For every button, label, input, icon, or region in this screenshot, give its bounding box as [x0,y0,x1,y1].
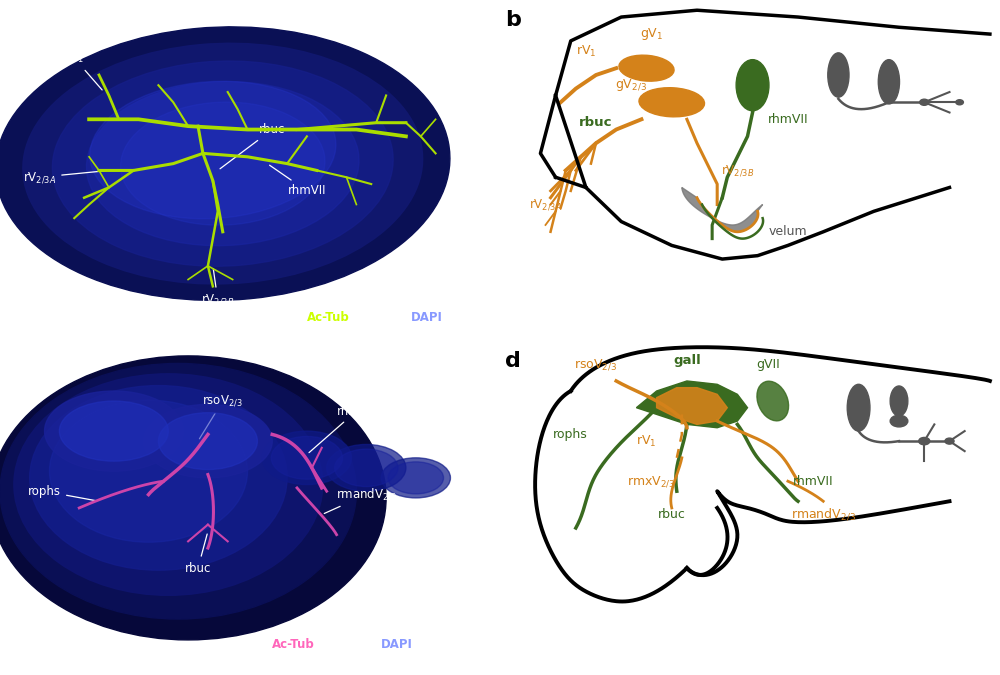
Text: gVII: gVII [756,358,780,371]
Ellipse shape [144,404,272,478]
Text: b: b [505,10,521,30]
Text: rbuc: rbuc [579,116,613,129]
Ellipse shape [50,400,248,542]
Ellipse shape [0,356,386,640]
Text: rV$_1$: rV$_1$ [65,51,102,90]
Text: rhmVII: rhmVII [309,404,376,453]
Ellipse shape [639,88,705,117]
Text: rV$_{2/3A}$: rV$_{2/3A}$ [529,197,562,212]
Text: rV$_{2/3A}$: rV$_{2/3A}$ [23,170,106,184]
Text: velum: velum [769,225,807,238]
Ellipse shape [828,53,849,97]
Ellipse shape [158,412,257,470]
Text: L. camtschaticum: L. camtschaticum [343,17,480,31]
Ellipse shape [890,386,908,416]
Text: rmxV$_{2/3}$: rmxV$_{2/3}$ [627,474,676,489]
Text: DAPI: DAPI [411,310,443,323]
Ellipse shape [381,458,450,498]
Ellipse shape [619,55,674,81]
Text: gall: gall [673,354,701,367]
Ellipse shape [121,102,325,225]
Ellipse shape [736,59,769,111]
Text: Ac-Tub: Ac-Tub [307,310,350,323]
Ellipse shape [45,391,183,471]
Text: rsoV$_{2/3}$: rsoV$_{2/3}$ [199,394,243,439]
Ellipse shape [890,415,908,427]
Text: DAPI: DAPI [381,639,413,651]
Text: rophs: rophs [553,428,588,441]
Ellipse shape [262,431,351,485]
Text: rhmVII: rhmVII [768,113,808,126]
Text: rV$_1$: rV$_1$ [576,44,596,59]
Text: rmandV$_{2/3}$: rmandV$_{2/3}$ [324,487,397,514]
Ellipse shape [271,437,343,479]
Ellipse shape [945,438,954,444]
Text: rV$_1$: rV$_1$ [636,433,657,449]
Text: rmandV$_{2/3}$: rmandV$_{2/3}$ [791,507,856,522]
Text: rhmVII: rhmVII [793,475,833,488]
Ellipse shape [52,61,393,266]
Ellipse shape [335,449,398,487]
Text: rbuc: rbuc [185,534,211,574]
Text: gV$_1$: gV$_1$ [640,26,663,42]
Ellipse shape [0,363,356,619]
Ellipse shape [59,401,168,461]
Ellipse shape [23,43,423,284]
Ellipse shape [847,384,870,431]
Text: S. torazame: S. torazame [386,358,480,371]
Ellipse shape [90,81,336,219]
Ellipse shape [388,462,444,494]
Ellipse shape [878,59,900,104]
Text: rV$_{2/3B}$: rV$_{2/3B}$ [201,269,234,307]
Polygon shape [682,188,763,232]
Text: rbuc: rbuc [220,123,285,169]
Text: a: a [15,17,30,37]
Text: Ac-Tub: Ac-Tub [272,639,315,651]
Text: gV$_{2/3}$: gV$_{2/3}$ [615,78,647,93]
Ellipse shape [757,381,789,421]
Text: d: d [505,351,521,371]
Ellipse shape [919,437,930,445]
Ellipse shape [86,82,359,246]
Ellipse shape [920,99,929,105]
Ellipse shape [327,444,406,491]
Text: rhmVII: rhmVII [270,165,326,197]
Ellipse shape [956,100,963,105]
Text: c: c [15,358,28,377]
Ellipse shape [0,27,450,300]
Polygon shape [636,381,748,428]
Ellipse shape [14,374,323,595]
Ellipse shape [30,385,287,570]
Text: rbuc: rbuc [658,508,686,521]
Polygon shape [657,387,727,425]
Text: rsoV$_{2/3}$: rsoV$_{2/3}$ [574,357,618,372]
Text: rV$_{2/3B}$: rV$_{2/3B}$ [721,163,754,178]
Text: rophs: rophs [28,485,96,501]
